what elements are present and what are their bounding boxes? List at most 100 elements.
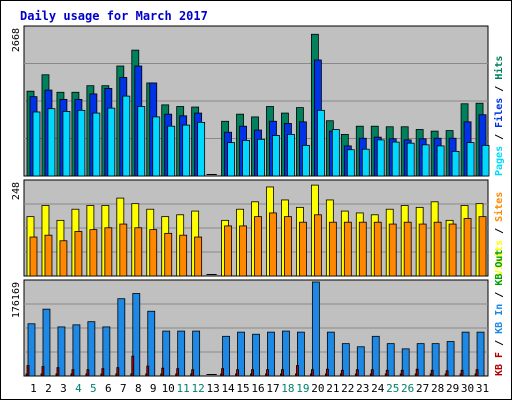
bar-visits-sites-day-17 [269, 212, 277, 277]
chart-title: Daily usage for March 2017 [20, 9, 208, 23]
bar-kbytes-kb-f-day-13 [206, 374, 217, 375]
bar-hits-pages-day-7 [122, 95, 131, 177]
x-tick-label: 22 [341, 382, 354, 395]
bar-visits-sites-day-30 [463, 218, 472, 277]
legend-kb-out: KB Out [494, 250, 505, 286]
bar-visits-sites-day-1 [29, 236, 38, 277]
panel-kbytes: 176169 KB F / KB In / KB Out [11, 250, 505, 377]
bar-visits-sites-day-5 [89, 229, 98, 277]
bar-kbytes-kb-f-day-29 [445, 370, 449, 377]
bar-kbytes-kb-in-day-9 [147, 310, 156, 377]
bar-visits-sites-day-13 [206, 274, 217, 275]
legend-files: Files [493, 98, 505, 128]
x-tick-label: 7 [120, 382, 127, 395]
x-tick-label: 2 [45, 382, 52, 395]
bar-hits-pages-day-17 [272, 135, 280, 177]
bar-kbytes-kb-in-day-10 [162, 330, 171, 377]
x-tick-label: 8 [135, 382, 142, 395]
x-tick-label: 6 [105, 382, 112, 395]
bar-visits-sites-day-14 [224, 225, 232, 277]
bar-visits-sites-day-31 [478, 216, 487, 277]
bar-visits-sites-day-6 [104, 227, 113, 277]
x-tick-label: 19 [296, 382, 309, 395]
bar-visits-sites-day-18 [284, 216, 292, 277]
bar-kbytes-kb-f-day-3 [56, 367, 60, 377]
bar-kbytes-kb-f-day-1 [26, 365, 30, 377]
bar-kbytes-kb-in-day-17 [267, 331, 275, 377]
bar-hits-pages-day-22 [346, 149, 355, 177]
bar-kbytes-kb-f-day-30 [460, 369, 464, 377]
bar-kbytes-kb-in-day-16 [252, 333, 260, 377]
x-tick-label: 26 [401, 382, 414, 395]
legend-sites: Sites [493, 192, 505, 222]
legend-pages: Pages [494, 146, 505, 176]
bar-hits-pages-day-30 [466, 142, 475, 177]
bar-hits-pages-day-5 [92, 112, 101, 177]
bar-kbytes-kb-in-day-28 [431, 343, 440, 377]
x-tick-label: 20 [311, 382, 324, 395]
bar-visits-sites-day-4 [74, 231, 83, 277]
legend-separator: / [494, 286, 505, 304]
x-tick-label: 3 [60, 382, 67, 395]
bar-kbytes-kb-in-day-15 [237, 331, 245, 377]
x-tick-label: 21 [326, 382, 339, 395]
bar-visits-sites-day-12 [194, 236, 203, 277]
panel-hits-legend: Pages / Files / Hits [493, 56, 505, 176]
bar-visits-sites-day-19 [299, 221, 307, 277]
bar-kbytes-kb-in-day-27 [416, 343, 425, 377]
bar-kbytes-kb-f-day-21 [325, 368, 329, 377]
bar-kbytes-kb-in-day-6 [102, 326, 111, 377]
bar-kbytes-kb-in-day-3 [57, 326, 66, 377]
bar-hits-pages-day-13 [206, 174, 217, 175]
bar-kbytes-kb-f-day-31 [475, 369, 479, 377]
x-tick-label: 31 [476, 382, 489, 395]
bar-hits-pages-day-16 [257, 138, 265, 177]
panel-kbytes-legend: KB F / KB In / KB Out [494, 250, 505, 376]
bar-hits-pages-day-23 [361, 148, 370, 177]
legend-separator: / [494, 222, 505, 240]
bar-hits-pages-day-21 [331, 129, 340, 177]
bar-hits-pages-day-28 [436, 145, 445, 177]
legend-kb-f: KB F [494, 352, 505, 376]
x-tick-label: 4 [75, 382, 82, 395]
panel-hits: 2668 Pages / Files / Hits [11, 25, 505, 177]
x-tick-label: 16 [251, 382, 264, 395]
bar-kbytes-kb-f-day-22 [340, 369, 344, 377]
x-tick-label: 9 [150, 382, 157, 395]
bar-kbytes-kb-f-day-19 [296, 365, 299, 377]
legend-hits: Hits [493, 56, 505, 80]
bar-hits-pages-day-27 [421, 144, 430, 177]
x-tick-label: 10 [162, 382, 175, 395]
legend-visits: Visits [493, 240, 505, 276]
bar-kbytes-kb-in-day-14 [222, 335, 230, 377]
bar-kbytes-kb-f-day-10 [161, 367, 165, 377]
bar-kbytes-kb-f-day-25 [385, 369, 389, 377]
bar-visits-sites-day-24 [373, 221, 382, 277]
bar-hits-pages-day-10 [167, 125, 176, 177]
x-tick-label: 27 [416, 382, 429, 395]
bar-kbytes-kb-f-day-9 [146, 365, 150, 377]
bar-kbytes-kb-f-day-17 [266, 369, 269, 377]
bar-kbytes-kb-f-day-18 [281, 369, 284, 377]
bar-kbytes-kb-f-day-5 [86, 369, 90, 377]
x-tick-label: 30 [461, 382, 474, 395]
panel-visits-max-label: 248 [11, 182, 22, 200]
panel-hits-max-label: 2668 [11, 28, 22, 52]
bar-visits-sites-day-29 [448, 223, 457, 277]
bar-visits-sites-day-15 [239, 225, 247, 277]
bar-visits-sites-day-22 [343, 221, 352, 277]
bar-kbytes-kb-in-day-5 [87, 321, 96, 377]
bar-kbytes-kb-f-day-11 [176, 368, 180, 377]
bar-visits-sites-day-16 [254, 216, 262, 277]
bar-visits-sites-day-7 [119, 223, 128, 277]
bar-kbytes-kb-f-day-12 [191, 369, 195, 377]
bar-kbytes-kb-in-day-31 [476, 331, 485, 377]
bar-kbytes-kb-f-day-27 [415, 368, 419, 377]
bar-kbytes-kb-in-day-24 [371, 335, 380, 377]
bar-hits-pages-day-6 [107, 107, 116, 177]
bar-kbytes-kb-in-day-22 [341, 343, 350, 377]
bar-hits-pages-day-12 [197, 121, 206, 177]
bar-kbytes-kb-f-day-28 [430, 369, 434, 377]
bar-kbytes-kb-in-day-8 [132, 293, 141, 377]
